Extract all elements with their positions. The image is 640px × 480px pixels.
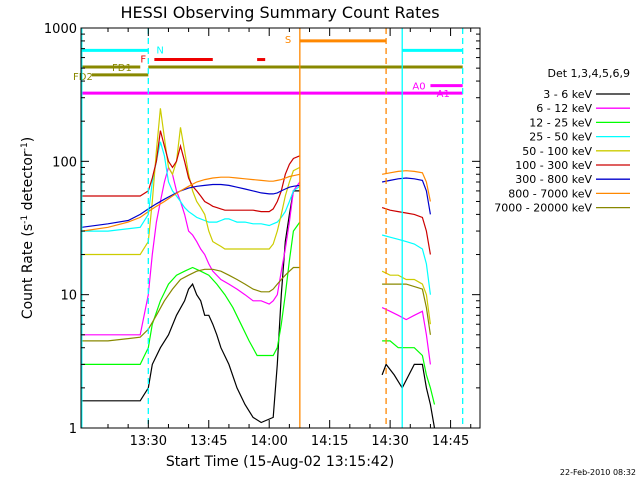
x-tick-label-4: 14:15 [311, 434, 348, 449]
legend-label-8: 800 - 7000 keV [508, 187, 592, 200]
legend-label-3: 12 - 25 keV [529, 116, 592, 129]
flag-label-s: S [285, 35, 291, 46]
x-tick-label-6: 14:45 [432, 434, 469, 449]
y-axis-label-main: Count Rate (s [20, 224, 36, 319]
series-line-8 [81, 170, 431, 232]
x-tick-label-3: 14:00 [250, 434, 287, 449]
series-line-6 [81, 130, 431, 255]
y-tick-label-4: 1000 [44, 22, 77, 37]
series-line-4 [81, 141, 431, 295]
legend-label-6: 100 - 300 keV [515, 159, 592, 172]
y-axis-label-end: ) [20, 137, 36, 142]
footer-date: 22-Feb-2010 08:32 [560, 468, 636, 477]
x-tick-label-1: 13:30 [130, 434, 167, 449]
series-line-2 [81, 165, 431, 365]
legend-label-1: 3 - 6 keV [543, 88, 592, 101]
legend-label-7: 300 - 800 keV [515, 173, 592, 186]
series-line-9 [81, 266, 431, 342]
vertical-marker-layer [81, 28, 464, 428]
y-axis-label-sup1: -1 [20, 215, 30, 224]
legend-label-5: 50 - 100 keV [522, 145, 592, 158]
series-layer [81, 108, 436, 429]
flag-layer: NF S FD1 FD2 A0 A1 [73, 35, 463, 100]
legend-title: Det 1,3,4,5,6,9 [547, 67, 630, 80]
y-tick-label-3: 100 [52, 155, 77, 170]
series-line-7 [81, 177, 431, 228]
flag-label-f: F [140, 55, 146, 66]
x-tick-label-5: 14:30 [371, 434, 408, 449]
y-tick-label-1: 1 [69, 422, 77, 437]
axes-layer: 1 10 100 1000 13:30 13:45 14:00 14:15 14:30 14:45 [44, 22, 480, 449]
y-axis-label: Count Rate (s-1 detector-1) [20, 137, 36, 319]
x-tick-label-2: 13:45 [190, 434, 227, 449]
flag-label-a1: A1 [437, 89, 450, 100]
series-line-5 [81, 108, 431, 325]
legend-label-4: 25 - 50 keV [529, 131, 592, 144]
flag-label-a0: A0 [412, 82, 425, 93]
flag-label-fd2: FD2 [73, 72, 93, 83]
chart-title: HESSI Observing Summary Count Rates [120, 3, 439, 22]
y-axis-label-mid: detector [20, 151, 36, 215]
flag-label-n: N [156, 45, 163, 56]
legend-label-9: 7000 - 20000 keV [494, 202, 592, 215]
flag-label-fd1: FD1 [112, 63, 132, 74]
y-tick-label-2: 10 [60, 289, 77, 304]
svg-text:Count Rate (s-1 detector-1): Count Rate (s-1 detector-1) [20, 137, 36, 319]
legend-label-2: 6 - 12 keV [536, 102, 592, 115]
series-line-1 [81, 190, 436, 429]
plot-frame [80, 27, 481, 429]
y-axis-label-sup2: -1 [20, 142, 30, 151]
x-axis-label: Start Time (15-Aug-02 13:15:42) [166, 454, 394, 470]
